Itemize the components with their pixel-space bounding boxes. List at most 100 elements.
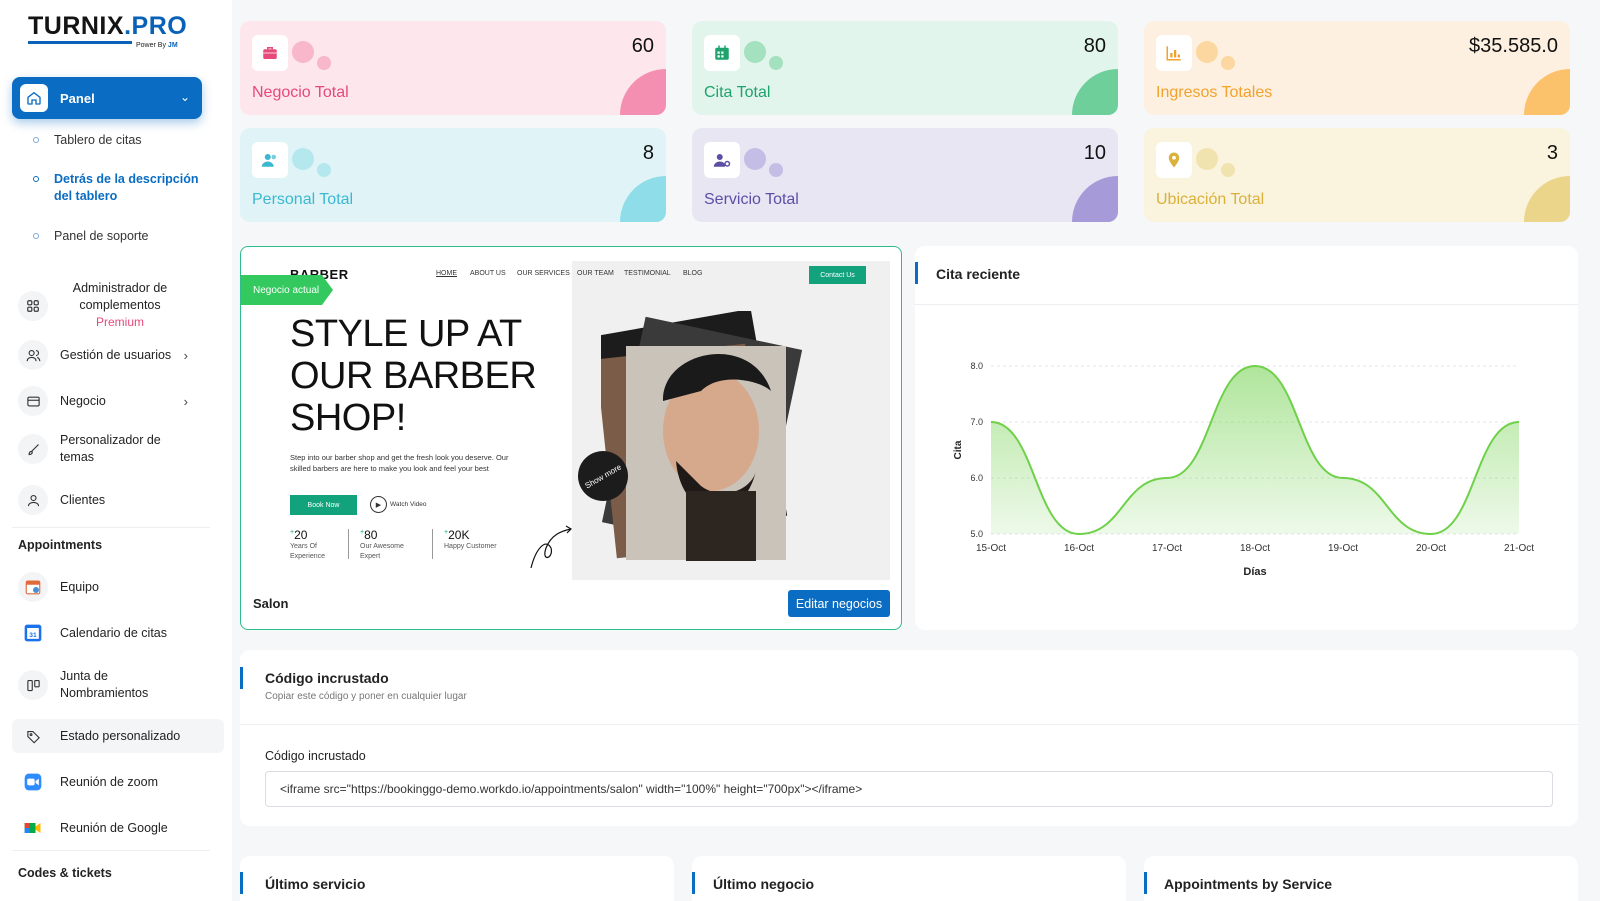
sidebar-item-appointment-board[interactable]: Junta de Nombramientos — [18, 668, 218, 702]
sidebar-item-label: Personalizador de temas — [60, 433, 161, 464]
business-preview[interactable]: BARBER HOME ABOUT US OUR SERVICES OUR TE… — [256, 261, 890, 580]
x-tick-label: 17-Oct — [1152, 543, 1182, 554]
sidebar-item-appointment-calendar[interactable]: 31 Calendario de citas — [18, 618, 218, 648]
sidebar-item-theme-customizer[interactable]: Personalizador de temas — [18, 432, 218, 466]
decor-bubble — [317, 56, 331, 70]
x-tick-label: 20-Oct — [1416, 543, 1446, 554]
chevron-right-icon: › — [183, 347, 188, 363]
sidebar-item-label: Reunión de zoom — [60, 774, 158, 789]
stat-value: 3 — [1546, 142, 1558, 164]
edit-business-button[interactable]: Editar negocios — [788, 590, 890, 617]
x-tick-label: 21-Oct — [1504, 543, 1534, 554]
total-staff-card[interactable]: 8 Personal Total — [240, 128, 666, 222]
divider — [348, 529, 349, 559]
decor-wedge — [620, 176, 666, 222]
calendar-team-icon — [18, 572, 48, 602]
submenu-item-support-panel[interactable]: Panel de soporte — [54, 229, 149, 243]
card-title: Último negocio — [713, 876, 815, 892]
embed-code-textarea[interactable]: <iframe src="https://bookinggo-demo.work… — [265, 771, 1553, 807]
calendar-31-icon: 31 — [18, 618, 48, 648]
sidebar-item-custom-status[interactable]: Estado personalizado — [12, 719, 224, 753]
sidebar-item-label: Junta de Nombramientos — [60, 669, 149, 700]
preview-stat: +80 Our Awesome Expert — [360, 528, 404, 560]
total-appointments-card[interactable]: 80 Cita Total — [692, 21, 1118, 115]
sidebar-item-google-meeting[interactable]: Reunión de Google — [18, 813, 218, 843]
logo-dot: . — [124, 12, 132, 40]
stat-label: Servicio Total — [704, 191, 799, 208]
card-accent-bar — [692, 872, 695, 894]
stat-value: 10 — [1083, 142, 1106, 164]
preview-book-button: Book Now — [290, 495, 357, 515]
board-icon — [18, 670, 48, 700]
svg-text:31: 31 — [29, 632, 37, 639]
business-icon — [18, 386, 48, 416]
decor-wedge — [620, 69, 666, 115]
embed-code-label: Código incrustado — [265, 749, 366, 763]
stat-value: $35.585.0 — [1469, 35, 1558, 57]
decor-bubble — [1196, 148, 1218, 170]
preview-nav-item: OUR TEAM — [577, 270, 614, 277]
premium-badge: Premium — [95, 315, 144, 329]
user-icon — [18, 485, 48, 515]
logo-name: TURNIX — [28, 12, 125, 40]
decor-bubble — [317, 163, 331, 177]
home-icon — [20, 84, 48, 112]
brush-icon — [18, 434, 48, 464]
sidebar-item-label: Administrador de complementos — [72, 281, 168, 312]
sidebar-item-label: Negocio — [60, 393, 106, 408]
sidebar-item-addon-manager[interactable]: Administrador de complementos Premium — [18, 280, 218, 331]
logo-tagline: Power By JM — [136, 42, 178, 49]
barber-photo — [601, 311, 803, 561]
preview-nav-item: BLOG — [683, 270, 703, 277]
stat-label: Negocio Total — [252, 84, 349, 101]
zoom-icon — [18, 767, 48, 797]
divider — [240, 724, 1578, 725]
total-locations-card[interactable]: 3 Ubicación Total — [1144, 128, 1570, 222]
stat-value: 60 — [631, 35, 654, 57]
logo-suffix: PRO — [131, 12, 188, 40]
y-tick-label: 7.0 — [970, 417, 983, 427]
brand-logo[interactable]: TURNIX.PRO Power By JM — [28, 12, 188, 49]
card-accent-bar — [915, 262, 918, 284]
sidebar-item-label: Panel — [60, 90, 95, 106]
sidebar-item-label: Estado personalizado — [60, 728, 181, 743]
stat-label: Personal Total — [252, 191, 354, 208]
sidebar-item-zoom-meeting[interactable]: Reunión de zoom — [18, 767, 218, 797]
total-business-card[interactable]: 60 Negocio Total — [240, 21, 666, 115]
preview-watch-video: ▶ Watch Video — [370, 496, 427, 513]
preview-description: Step into our barber shop and get the fr… — [290, 453, 509, 473]
decor-wedge — [1072, 176, 1118, 222]
briefcase-icon — [252, 35, 288, 71]
sidebar-item-panel[interactable]: Panel ⌄ — [12, 77, 202, 119]
card-title: Appointments by Service — [1164, 876, 1333, 892]
x-tick-label: 15-Oct — [976, 543, 1006, 554]
decor-bubble — [744, 148, 766, 170]
preview-contact-button: Contact Us — [809, 266, 866, 284]
submenu-item-appointments-dashboard[interactable]: Tablero de citas — [54, 133, 142, 147]
x-tick-label: 16-Oct — [1064, 543, 1094, 554]
sidebar-item-business[interactable]: Negocio › — [18, 386, 218, 416]
sidebar-item-customers[interactable]: Clientes — [18, 485, 218, 515]
sidebar-item-team[interactable]: Equipo — [18, 572, 218, 602]
x-axis-label: Días — [1243, 566, 1266, 578]
user-gear-icon — [704, 142, 740, 178]
y-axis-label: Cita — [953, 440, 964, 459]
users-icon — [18, 340, 48, 370]
submenu-item-dashboard-description[interactable]: Detrás de la descripción del tablero — [54, 172, 199, 203]
y-tick-label: 5.0 — [970, 529, 983, 539]
total-revenue-card[interactable]: $35.585.0 Ingresos Totales — [1144, 21, 1570, 115]
sidebar-item-user-management[interactable]: Gestión de usuarios › — [18, 340, 218, 370]
card-title: Código incrustado — [265, 670, 389, 686]
play-icon: ▶ — [370, 496, 387, 513]
preview-nav-item: HOME — [436, 270, 457, 277]
bullet-icon — [33, 137, 39, 143]
sidebar-item-label: Gestión de usuarios — [60, 347, 172, 362]
divider — [432, 529, 433, 559]
recent-appointments-card: Cita reciente 5.0 6.0 7.0 8.0 15-Oct 16-Oct 17… — [915, 246, 1578, 630]
total-services-card[interactable]: 10 Servicio Total — [692, 128, 1118, 222]
map-pin-icon — [1156, 142, 1192, 178]
chevron-down-icon: ⌄ — [179, 90, 190, 104]
sidebar-item-label: Calendario de citas — [60, 625, 168, 640]
divider — [12, 850, 210, 851]
divider — [915, 304, 1578, 305]
